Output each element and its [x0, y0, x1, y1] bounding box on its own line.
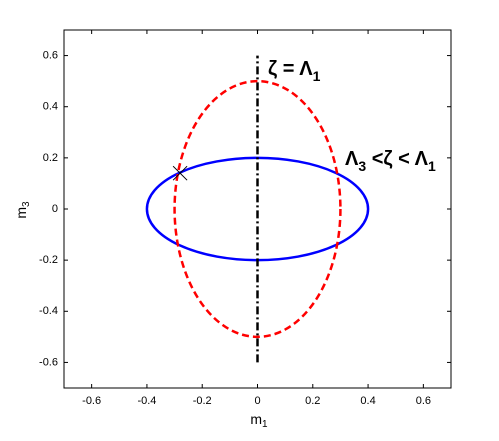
annotation-text: ζ = Λ [268, 58, 313, 80]
x-tick-label: 0.4 [360, 395, 375, 407]
x-tick-label: 0.6 [416, 395, 431, 407]
y-tick-label: -0.4 [39, 305, 58, 317]
y-tick-label: 0.6 [43, 49, 58, 61]
x-label-sub: 1 [262, 419, 268, 430]
x-tick-label: -0.6 [82, 395, 101, 407]
x-tick-label: 0.2 [305, 395, 320, 407]
x-label-text: m [250, 411, 262, 427]
x-tick-label: -0.4 [137, 395, 156, 407]
y-tick-label: -0.2 [39, 254, 58, 266]
annotation: Λ3 <ζ < Λ1 [345, 148, 436, 173]
ellipse [173, 79, 342, 339]
y-tick-label: 0.4 [43, 101, 58, 113]
y-axis-label: m3 [13, 201, 32, 219]
annotation-sub: 3 [358, 158, 366, 174]
y-tick-label: -0.6 [39, 356, 58, 368]
x-tick-label: 0 [254, 395, 260, 407]
annotation-text: <ζ < Λ [366, 148, 428, 170]
annotation-sub: 1 [428, 158, 436, 174]
y-tick-label: 0 [52, 203, 58, 215]
y-label-sub: 3 [21, 201, 32, 207]
y-label-text: m [13, 207, 29, 219]
annotation: ζ = Λ1 [268, 58, 321, 83]
annotation-text: Λ [345, 148, 359, 170]
y-tick-label: 0.2 [43, 152, 58, 164]
x-tick-label: -0.2 [193, 395, 212, 407]
annotation-sub: 1 [313, 68, 321, 84]
x-axis-label: m1 [250, 411, 268, 430]
marker [172, 165, 188, 181]
